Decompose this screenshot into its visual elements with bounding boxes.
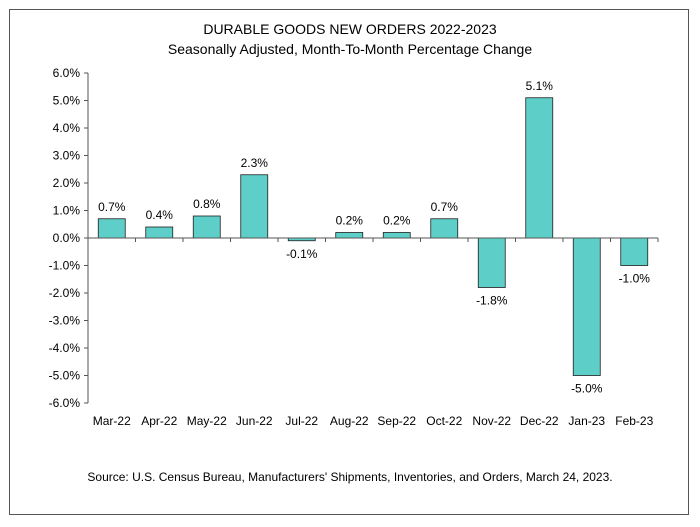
bar [382, 232, 411, 239]
data-label: -1.8% [476, 294, 508, 308]
x-tick-label: May-22 [187, 414, 227, 428]
y-tick-label: 4.0% [53, 121, 81, 135]
data-label: -1.0% [619, 272, 651, 286]
bar [572, 237, 601, 376]
data-label: 0.4% [146, 208, 174, 222]
x-tick-label: Dec-22 [520, 414, 559, 428]
x-tick-label: Oct-22 [426, 414, 462, 428]
y-tick-label: -1.0% [49, 259, 81, 273]
chart-subtitle: Seasonally Adjusted, Month-To-Month Perc… [167, 41, 533, 57]
data-label: 0.2% [336, 214, 364, 228]
bar [477, 237, 506, 288]
data-label: 2.3% [241, 156, 269, 170]
bar [430, 218, 459, 239]
y-tick-label: -2.0% [49, 286, 81, 300]
y-tick-label: 1.0% [53, 204, 81, 218]
y-tick-label: 5.0% [53, 94, 81, 108]
y-tick-label: 0.0% [53, 231, 81, 245]
bar [525, 97, 554, 239]
y-tick-label: -5.0% [49, 369, 81, 383]
y-tick-label: 3.0% [53, 149, 81, 163]
data-label: -5.0% [571, 382, 603, 396]
bar [192, 215, 221, 239]
x-tick-label: Jul-22 [285, 414, 318, 428]
data-label: -0.1% [286, 247, 318, 261]
data-label: 0.7% [431, 200, 459, 214]
bar [145, 226, 174, 239]
x-tick-label: Sep-22 [377, 414, 416, 428]
x-tick-label: Jun-22 [236, 414, 273, 428]
data-label: 5.1% [526, 79, 554, 93]
x-tick-label: Mar-22 [93, 414, 131, 428]
bar [620, 237, 649, 266]
x-tick-label: Feb-23 [615, 414, 653, 428]
data-label: 0.8% [193, 197, 221, 211]
source-note: Source: U.S. Census Bureau, Manufacturer… [87, 470, 613, 484]
bar [240, 174, 269, 239]
y-tick-label: -6.0% [49, 396, 81, 410]
y-tick-label: 2.0% [53, 176, 81, 190]
chart-title: DURABLE GOODS NEW ORDERS 2022-2023 [203, 21, 497, 37]
y-tick-label: -4.0% [49, 341, 81, 355]
x-tick-label: Apr-22 [141, 414, 177, 428]
bar [335, 232, 364, 239]
y-tick-label: 6.0% [53, 66, 81, 80]
x-tick-label: Aug-22 [330, 414, 369, 428]
bar [97, 218, 126, 239]
data-label: 0.7% [98, 200, 126, 214]
data-label: 0.2% [383, 214, 411, 228]
y-tick-label: -3.0% [49, 314, 81, 328]
x-tick-label: Nov-22 [472, 414, 511, 428]
x-tick-label: Jan-23 [568, 414, 605, 428]
